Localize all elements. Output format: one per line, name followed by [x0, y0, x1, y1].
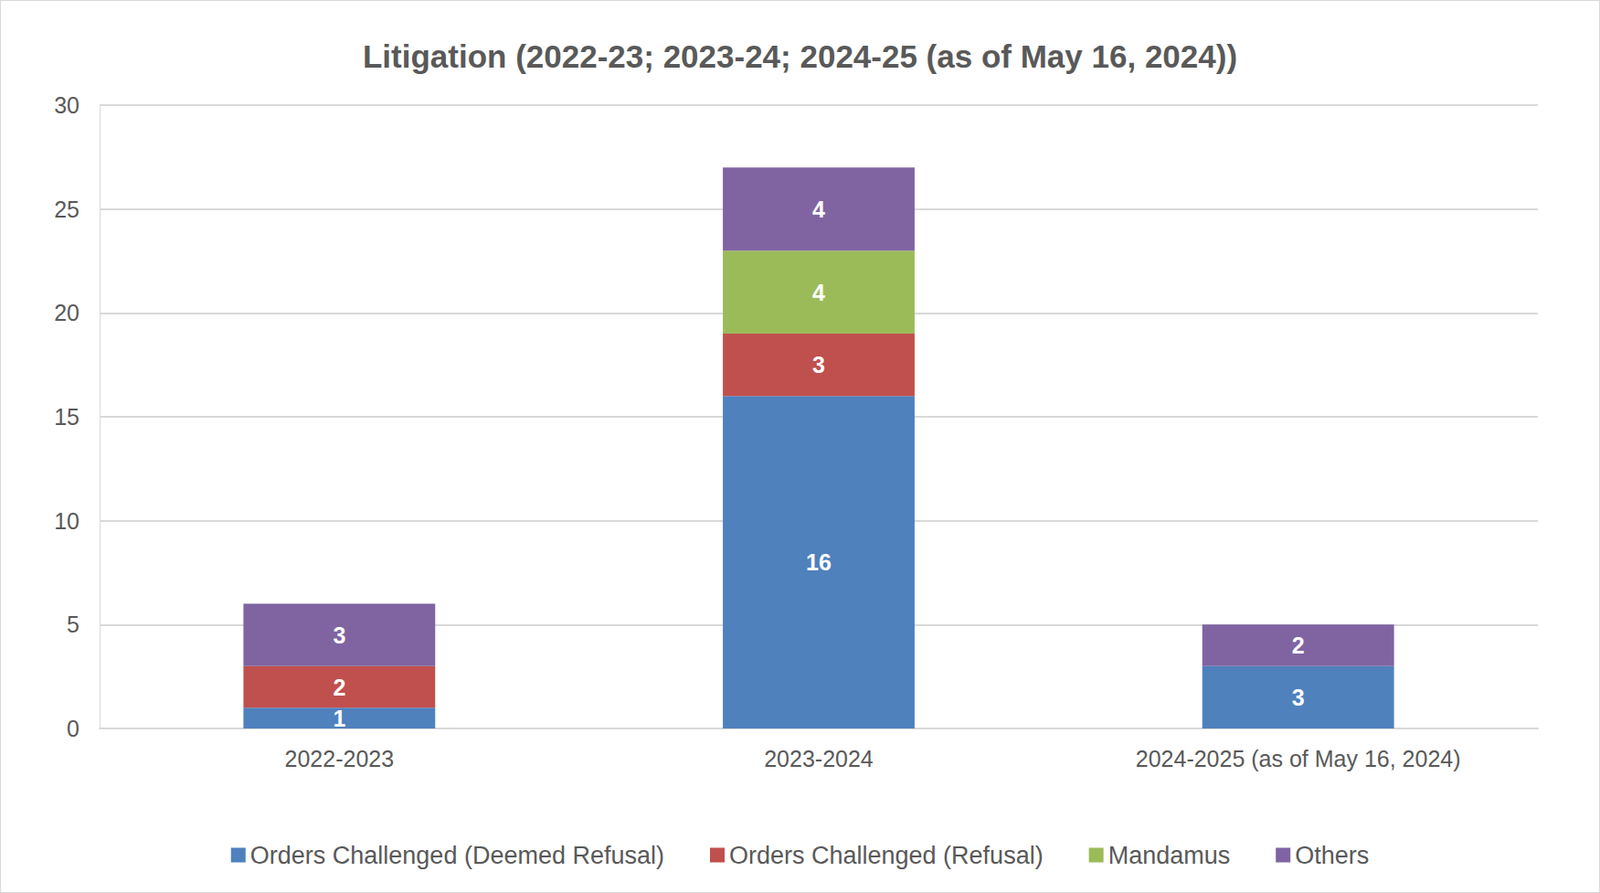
svg-text:Orders Challenged (Deemed Refu: Orders Challenged (Deemed Refusal)	[250, 841, 665, 869]
svg-text:3: 3	[812, 351, 826, 378]
svg-text:0: 0	[66, 715, 80, 742]
svg-text:2024-2025 (as of May 16, 2024): 2024-2025 (as of May 16, 2024)	[1135, 745, 1462, 772]
svg-text:25: 25	[53, 196, 80, 223]
svg-text:2022-2023: 2022-2023	[285, 745, 395, 772]
svg-text:Mandamus: Mandamus	[1108, 841, 1231, 869]
svg-text:3: 3	[1292, 684, 1305, 710]
svg-text:2: 2	[1292, 632, 1305, 658]
svg-text:Orders Challenged (Refusal): Orders Challenged (Refusal)	[729, 841, 1044, 869]
svg-text:1: 1	[332, 705, 346, 732]
svg-text:Others: Others	[1294, 841, 1369, 869]
svg-text:20: 20	[53, 299, 80, 326]
svg-text:2: 2	[332, 674, 346, 700]
svg-text:5: 5	[66, 611, 80, 637]
svg-text:3: 3	[332, 622, 346, 648]
svg-text:4: 4	[812, 196, 826, 223]
svg-text:10: 10	[53, 508, 80, 534]
svg-text:2023-2024: 2023-2024	[763, 745, 874, 772]
svg-text:16: 16	[805, 549, 832, 575]
svg-text:30: 30	[53, 92, 80, 118]
svg-text:Litigation (2022-23; 2023-24;: Litigation (2022-23; 2023-24; 2024-25 (a…	[362, 38, 1238, 75]
svg-text:15: 15	[53, 403, 80, 430]
svg-text:4: 4	[812, 279, 826, 306]
